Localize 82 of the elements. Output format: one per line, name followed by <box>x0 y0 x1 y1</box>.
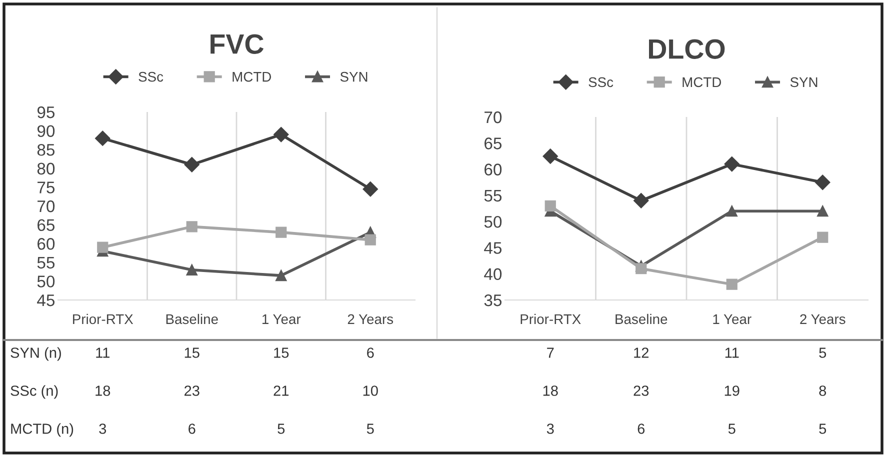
text: 23 <box>184 386 200 396</box>
legend-label: MCTD <box>682 77 722 88</box>
text: 21 <box>274 386 289 396</box>
text: 3 <box>99 424 106 434</box>
point <box>544 200 556 212</box>
legend-label: SSc <box>138 72 164 82</box>
x-tick-label: 2 Years <box>800 314 846 324</box>
text: 3 <box>546 424 554 434</box>
text: 6 <box>188 424 196 434</box>
legend-label: SSc <box>588 77 614 88</box>
y-tick-label: 45 <box>37 294 55 306</box>
point <box>184 157 200 172</box>
point <box>817 232 828 243</box>
x-tick-label: Prior-RTX <box>520 314 581 324</box>
point <box>817 206 828 217</box>
text: 5 <box>366 424 374 434</box>
y-tick-label: 80 <box>37 162 55 175</box>
text: 11 <box>96 348 110 358</box>
text: 5 <box>728 424 736 434</box>
text: 19 <box>724 386 740 396</box>
x-tick-label: 1 Year <box>713 314 752 324</box>
y-tick-label: 50 <box>37 276 55 288</box>
y-tick-label: 65 <box>484 138 502 150</box>
y-tick-label: 45 <box>484 242 502 254</box>
text: 10 <box>363 386 378 396</box>
x-tick-label: Baseline <box>166 314 218 324</box>
point <box>186 264 198 276</box>
text: 5 <box>819 348 826 358</box>
y-tick-label: 40 <box>484 268 502 280</box>
point <box>364 234 376 246</box>
text: 11 <box>725 348 739 358</box>
y-tick-label: 60 <box>38 238 55 250</box>
point <box>636 263 647 274</box>
x-tick-label: Prior-RTX <box>73 314 134 324</box>
point <box>276 270 287 282</box>
y-tick-label: 90 <box>37 125 55 138</box>
x-tick-label: Baseline <box>616 314 668 324</box>
x-tick-label: 1 Year <box>262 314 301 324</box>
y-tick-label: 35 <box>484 294 502 306</box>
text: SSc (n) <box>10 385 58 399</box>
text: 15 <box>184 348 200 358</box>
text: MCTD (n) <box>11 423 74 437</box>
y-tick-label: 55 <box>37 256 55 269</box>
y-tick-label: 95 <box>37 106 55 118</box>
text: 18 <box>543 386 558 396</box>
point <box>274 126 289 142</box>
chart-title: FVC <box>210 34 264 54</box>
y-tick-label: 70 <box>38 200 55 212</box>
point <box>186 221 198 232</box>
text: 18 <box>96 386 110 396</box>
point <box>726 206 738 217</box>
point <box>276 226 287 238</box>
point <box>542 148 558 164</box>
point <box>815 174 830 190</box>
y-tick-label: 65 <box>38 219 55 232</box>
text: 12 <box>634 348 649 358</box>
text: 6 <box>367 348 374 358</box>
text: 6 <box>638 424 645 434</box>
point <box>724 156 740 172</box>
y-tick-label: 60 <box>484 164 502 176</box>
text: SYN (n) <box>10 347 61 361</box>
point <box>634 193 649 208</box>
point <box>726 278 738 290</box>
y-tick-label: 70 <box>484 111 502 124</box>
legend-label: MCTD <box>232 72 272 82</box>
text: 15 <box>274 348 289 358</box>
legend-label: SYN <box>790 77 818 88</box>
point <box>95 130 110 146</box>
x-tick-label: 2 Years <box>348 314 394 324</box>
text: 7 <box>547 348 554 358</box>
y-tick-label: 50 <box>484 216 502 228</box>
legend-label: SYN <box>340 72 368 82</box>
y-tick-label: 55 <box>484 190 502 202</box>
y-tick-label: 85 <box>37 144 55 156</box>
point <box>362 182 378 197</box>
chart-title: DLCO <box>649 39 725 59</box>
text: 5 <box>819 424 826 434</box>
y-tick-label: 75 <box>38 182 55 194</box>
point <box>97 242 108 253</box>
text: 8 <box>819 386 826 396</box>
text: 23 <box>634 386 649 396</box>
text: 5 <box>278 424 285 434</box>
